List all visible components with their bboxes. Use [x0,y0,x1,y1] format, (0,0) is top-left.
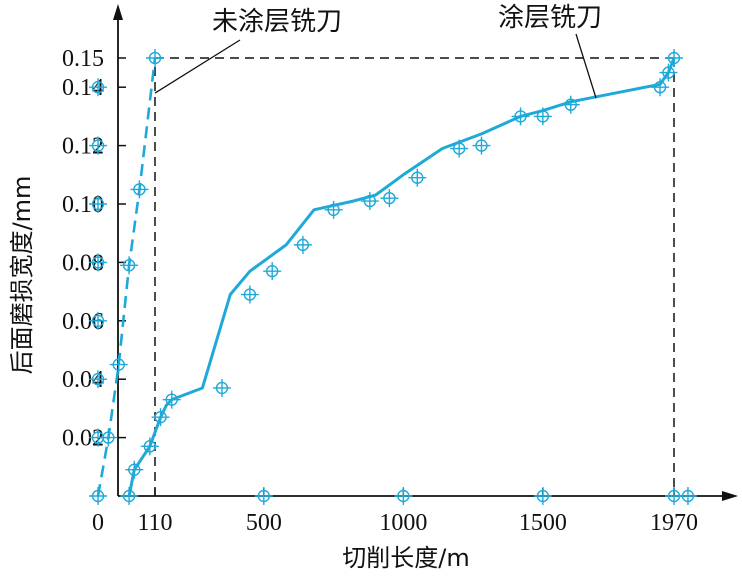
annotation-coated-leader [575,33,597,99]
x-axis-title: 切削长度/m [342,544,469,572]
data-point [89,253,107,272]
y-axis-arrow-icon [113,4,123,20]
x-tick-label: 110 [137,510,172,536]
y-tick-label: 0.04 [62,367,104,393]
data-point [146,49,164,67]
data-point [240,285,259,304]
data-point [659,63,678,82]
data-point [561,95,580,114]
data-point [130,180,149,199]
y-tick-label: 0.02 [62,426,104,452]
data-point [450,139,469,158]
x-tick-label: 1970 [650,510,698,536]
data-point [120,256,139,275]
data-point [89,195,107,213]
y-tick-label: 0.08 [62,250,104,276]
x-tick-label: 500 [246,510,282,536]
data-point [99,428,118,447]
data-point [89,78,107,97]
data-point [324,200,343,219]
data-point [380,189,399,208]
x-axis-arrow-icon [722,491,738,501]
data-point [140,437,159,456]
data-point [109,355,128,374]
ticks: 0 110 500 1000 1500 1970 0.02 0.04 0.06 0.08 0.10 0… [62,46,698,536]
data-point [162,390,181,409]
y-tick-label: 0.15 [62,46,104,72]
reference-lines [154,57,675,496]
data-point [89,487,107,505]
annotations: 未涂层铣刀 涂层铣刀 [154,3,602,99]
data-point [151,408,170,427]
data-point [394,487,413,505]
x-tick-label: 1500 [519,510,567,536]
data-point [360,192,379,211]
data-point [533,487,552,505]
y-axis-title: 后面磨损宽度/mm [8,176,36,375]
series [96,57,676,497]
x-tick-label: 1000 [379,510,427,536]
y-tick-label: 0.06 [62,309,104,335]
data-point [263,262,282,281]
data-point [533,107,552,126]
data-point [212,378,231,397]
data-point [408,168,427,187]
x-tick-label: 0 [92,510,104,536]
data-point [651,78,670,97]
data-point [120,487,139,505]
series-line-0 [96,57,157,497]
y-tick-label: 0.10 [62,192,104,218]
data-point [678,487,697,505]
data-markers [89,49,697,505]
data-point [254,487,273,505]
data-point [472,136,491,155]
data-point [89,311,107,330]
data-point [511,107,530,126]
annotation-coated-label: 涂层铣刀 [498,3,602,33]
axes [113,4,738,501]
series-line-1 [127,57,676,497]
annotation-uncoated-leader [154,39,241,94]
data-point [89,136,107,155]
y-tick-label: 0.14 [62,75,104,101]
data-point [293,235,312,254]
annotation-uncoated-label: 未涂层铣刀 [212,7,342,37]
data-point [125,460,144,479]
y-tick-label: 0.12 [62,134,104,160]
data-point [665,49,683,67]
data-point [89,370,107,389]
